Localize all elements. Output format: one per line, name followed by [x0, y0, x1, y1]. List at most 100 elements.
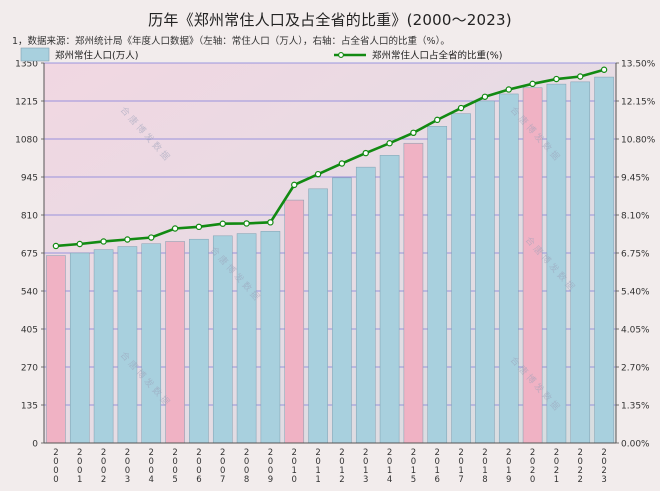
y-left-tick-label: 1350	[15, 60, 38, 70]
legend-swatch-bar	[20, 47, 50, 62]
y-left-tick-label: 945	[21, 174, 38, 184]
line-point	[100, 238, 107, 245]
line-point	[577, 73, 584, 80]
line-point	[195, 223, 203, 231]
bar	[308, 188, 328, 444]
axes: 0 135 270 405 540 675 810 945 1080 1215 1350 0.00% 1…	[15, 60, 656, 486]
bar	[332, 177, 352, 444]
line-point	[386, 140, 393, 147]
bar	[189, 238, 209, 444]
y-left-tick-label: 0	[32, 440, 38, 450]
y-right-tick-label: 0.00%	[621, 440, 650, 450]
line-point	[171, 225, 179, 232]
bar	[93, 249, 114, 444]
y-right-tick-label: 2.70%	[621, 364, 650, 374]
bar	[236, 233, 257, 444]
line-point	[410, 129, 417, 137]
bar	[379, 155, 400, 444]
bar	[594, 76, 614, 444]
y-left-tick-label: 810	[21, 212, 38, 222]
bar	[284, 199, 305, 444]
bar	[451, 113, 471, 444]
y-left-tick-label: 540	[21, 288, 38, 298]
y-right-tick-label: 4.05%	[621, 326, 650, 336]
chart-title: 历年《郑州常住人口及占全省的比重》(2000～2023)	[148, 11, 512, 29]
y-right-tick-label: 10.80%	[621, 136, 656, 146]
y-right-tick-label: 1.35%	[621, 402, 650, 412]
y-right-tick-label: 13.50%	[621, 60, 656, 70]
bar-series	[46, 76, 614, 444]
bar	[498, 93, 519, 444]
y-right-tick-label: 9.45%	[621, 174, 650, 184]
y-right-tick-label: 5.40%	[621, 288, 650, 298]
y-right-tick-label: 8.10%	[621, 212, 650, 222]
legend-marker-line	[338, 52, 344, 58]
y-left-tick-label: 135	[21, 402, 38, 412]
bar	[427, 126, 448, 444]
legend-label-line: 郑州常住人口占全省的比重(%)	[372, 50, 502, 62]
line-point	[124, 236, 131, 243]
line-point	[291, 181, 298, 189]
line-point	[600, 66, 608, 73]
bar	[475, 100, 495, 444]
gridlines	[44, 62, 616, 406]
bar	[46, 255, 66, 444]
y-right-tick-label: 6.75%	[621, 250, 650, 260]
line-point	[148, 234, 155, 241]
y-left-tick-label: 1080	[15, 136, 38, 146]
line-point	[529, 80, 536, 88]
legend-label-bar: 郑州常住人口(万人)	[55, 50, 138, 62]
data-source-note: 1，数据来源：郑州统计局《年度人口数据》（左轴：常住人口（万人），右轴：占全省人…	[12, 36, 450, 47]
bar	[570, 81, 591, 444]
bar	[355, 166, 376, 444]
y-left-tick-label: 1215	[15, 98, 38, 108]
bar	[403, 142, 424, 444]
y-left-tick-label: 270	[21, 364, 38, 374]
line-point	[434, 116, 441, 124]
y-right-tick-label: 12.15%	[621, 98, 656, 108]
bar	[117, 246, 138, 444]
bar	[260, 231, 281, 444]
line-point	[267, 219, 274, 226]
line-path	[55, 68, 605, 248]
line-point	[362, 149, 369, 157]
bar	[165, 241, 185, 444]
y-left-tick-label: 405	[21, 326, 38, 336]
line-point	[243, 220, 250, 227]
line-point	[481, 93, 489, 100]
line-point	[338, 160, 346, 167]
line-point	[553, 75, 560, 83]
line-point	[219, 220, 226, 227]
bar	[141, 243, 162, 444]
legend: 郑州常住人口(万人) 郑州常住人口占全省的比重(%)	[20, 47, 502, 62]
line-point	[52, 242, 60, 250]
bar	[69, 252, 90, 444]
line-point	[314, 170, 322, 178]
y-left-tick-label: 675	[21, 250, 38, 260]
